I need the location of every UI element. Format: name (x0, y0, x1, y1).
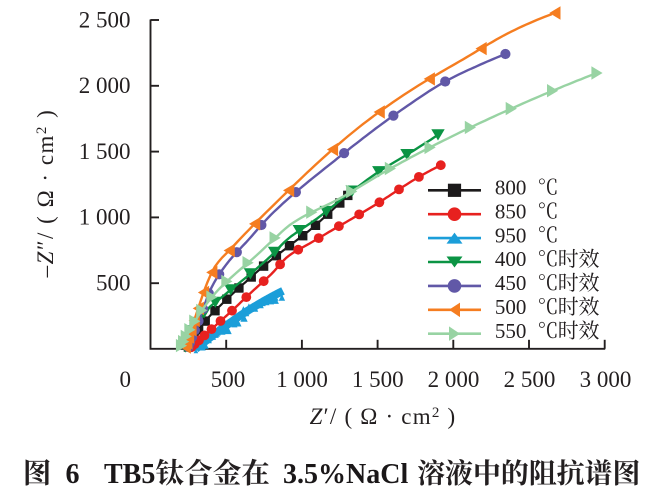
svg-text:1 000: 1 000 (276, 367, 328, 392)
svg-text:500: 500 (211, 367, 246, 392)
svg-text:2 000: 2 000 (428, 367, 480, 392)
svg-text:3 000: 3 000 (580, 367, 632, 392)
svg-text:3.5%NaCl: 3.5%NaCl (283, 459, 408, 490)
svg-text:450: 450 (495, 271, 527, 295)
svg-text:1 500: 1 500 (352, 367, 404, 392)
svg-text:2 000: 2 000 (79, 73, 131, 98)
svg-text:400: 400 (495, 247, 527, 271)
svg-text:850: 850 (495, 199, 527, 223)
svg-text:550: 550 (495, 319, 527, 343)
svg-text:2 500: 2 500 (504, 367, 556, 392)
svg-text:1 000: 1 000 (79, 205, 131, 230)
svg-text:0: 0 (120, 367, 132, 392)
svg-text:Z′/ ( Ω · cm2 ): Z′/ ( Ω · cm2 ) (310, 404, 457, 429)
svg-text:2 500: 2 500 (79, 7, 131, 32)
svg-text:800: 800 (495, 176, 527, 200)
svg-text:950: 950 (495, 223, 527, 247)
svg-text:1 500: 1 500 (79, 139, 131, 164)
svg-text:500: 500 (495, 295, 527, 319)
svg-text:–Z″/ ( Ω · cm2 ): –Z″/ ( Ω · cm2 ) (33, 109, 58, 279)
svg-text:TB5: TB5 (104, 459, 155, 490)
svg-text:6: 6 (66, 459, 80, 490)
svg-text:500: 500 (96, 271, 131, 296)
